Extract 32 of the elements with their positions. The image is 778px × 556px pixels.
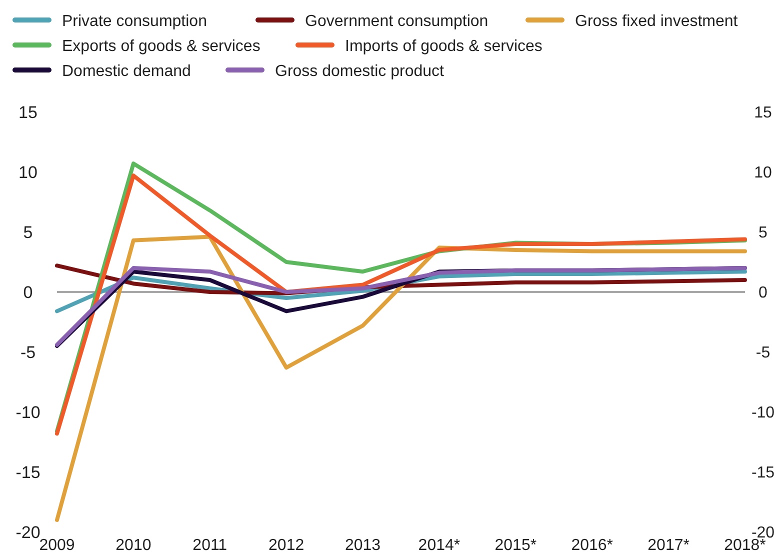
x-tick-label: 2010 [116, 537, 152, 554]
y2-tick-label: -15 [751, 464, 775, 482]
legend-label: Government consumption [305, 13, 488, 30]
y2-tick-label: -10 [751, 404, 775, 422]
y-tick-label: -5 [20, 342, 36, 362]
line-series [55, 234, 747, 522]
x-tick-label: 2017* [648, 537, 690, 554]
legend-label: Private consumption [62, 13, 207, 30]
y-tick-label: -10 [16, 402, 40, 422]
y2-tick-label: -5 [756, 344, 770, 362]
y-tick-label: 15 [18, 102, 38, 122]
legend-label: Gross fixed investment [575, 13, 738, 30]
y-tick-label: -20 [16, 522, 40, 542]
y2-tick-label: 15 [754, 104, 772, 122]
y-tick-label: 5 [23, 222, 33, 242]
x-tick-label: 2014* [418, 537, 460, 554]
y-tick-label: -15 [16, 462, 40, 482]
legend-label: Domestic demand [62, 63, 191, 80]
x-tick-label: 2016* [571, 537, 614, 554]
y2-tick-label: 0 [758, 284, 768, 302]
y-tick-label: 0 [23, 282, 33, 302]
x-tick-label: 2012 [268, 537, 304, 554]
x-tick-label: 2015* [494, 537, 537, 554]
legend-label: Exports of goods & services [62, 38, 260, 55]
x-tick-label: 2009 [39, 537, 75, 554]
x-tick-label: 2011 [192, 537, 228, 554]
y2-tick-label: 10 [754, 164, 772, 182]
y-tick-label: 10 [18, 162, 38, 182]
legend-label: Gross domestic product [275, 63, 445, 80]
x-tick-label: 2013 [344, 537, 381, 554]
legend-label: Imports of goods & services [345, 38, 542, 55]
y2-tick-label: 5 [758, 224, 768, 242]
